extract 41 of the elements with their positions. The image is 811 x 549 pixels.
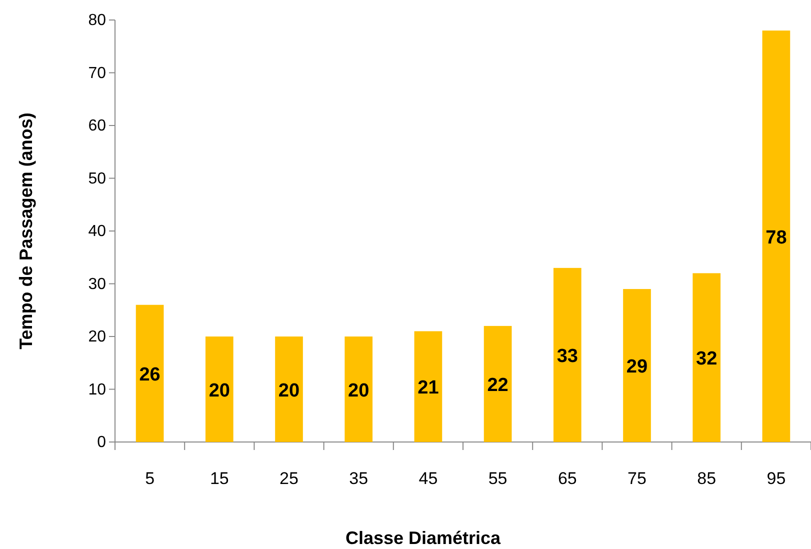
bar: [762, 30, 790, 442]
x-tick-label: 75: [628, 469, 646, 488]
data-label: 20: [208, 380, 230, 402]
data-label: 78: [766, 227, 787, 248]
y-tick-label: 70: [88, 64, 106, 82]
data-label: 26: [139, 364, 160, 386]
x-tick-label: 55: [488, 469, 508, 488]
bar: [623, 289, 651, 442]
x-tick-label: 15: [210, 469, 229, 488]
bar: [553, 268, 582, 442]
x-tick-label: 35: [349, 469, 368, 488]
data-label: 29: [626, 356, 648, 378]
y-tick-label: 20: [88, 328, 106, 346]
x-tick-label: 85: [697, 469, 716, 488]
bar: [275, 336, 303, 442]
bar: [692, 273, 721, 442]
x-tick-label: 25: [280, 469, 298, 488]
bar: [484, 326, 512, 442]
x-tick-label: 5: [145, 469, 155, 488]
data-label: 21: [418, 378, 440, 399]
y-tick-label: 0: [97, 434, 106, 452]
bar: [344, 336, 373, 442]
x-tick-label: 95: [766, 469, 786, 488]
bar: [414, 331, 442, 442]
y-axis-title: Tempo de Passagem (anos): [16, 112, 36, 350]
y-tick-label: 10: [88, 381, 106, 398]
x-axis-title: Classe Diamétrica: [345, 528, 502, 548]
data-label: 22: [487, 374, 508, 396]
data-label: 20: [348, 380, 370, 402]
y-tick-label: 60: [88, 118, 106, 135]
x-tick-label: 45: [418, 469, 438, 488]
data-label: 33: [556, 346, 578, 367]
bar: [136, 304, 164, 442]
y-tick-label: 80: [88, 12, 106, 30]
data-label: 20: [278, 380, 300, 402]
y-tick-label: 30: [88, 276, 106, 293]
bar: [205, 336, 234, 442]
y-tick-label: 40: [88, 223, 106, 240]
y-tick-label: 50: [88, 170, 106, 188]
x-tick-label: 65: [558, 469, 577, 488]
data-label: 32: [696, 348, 718, 370]
